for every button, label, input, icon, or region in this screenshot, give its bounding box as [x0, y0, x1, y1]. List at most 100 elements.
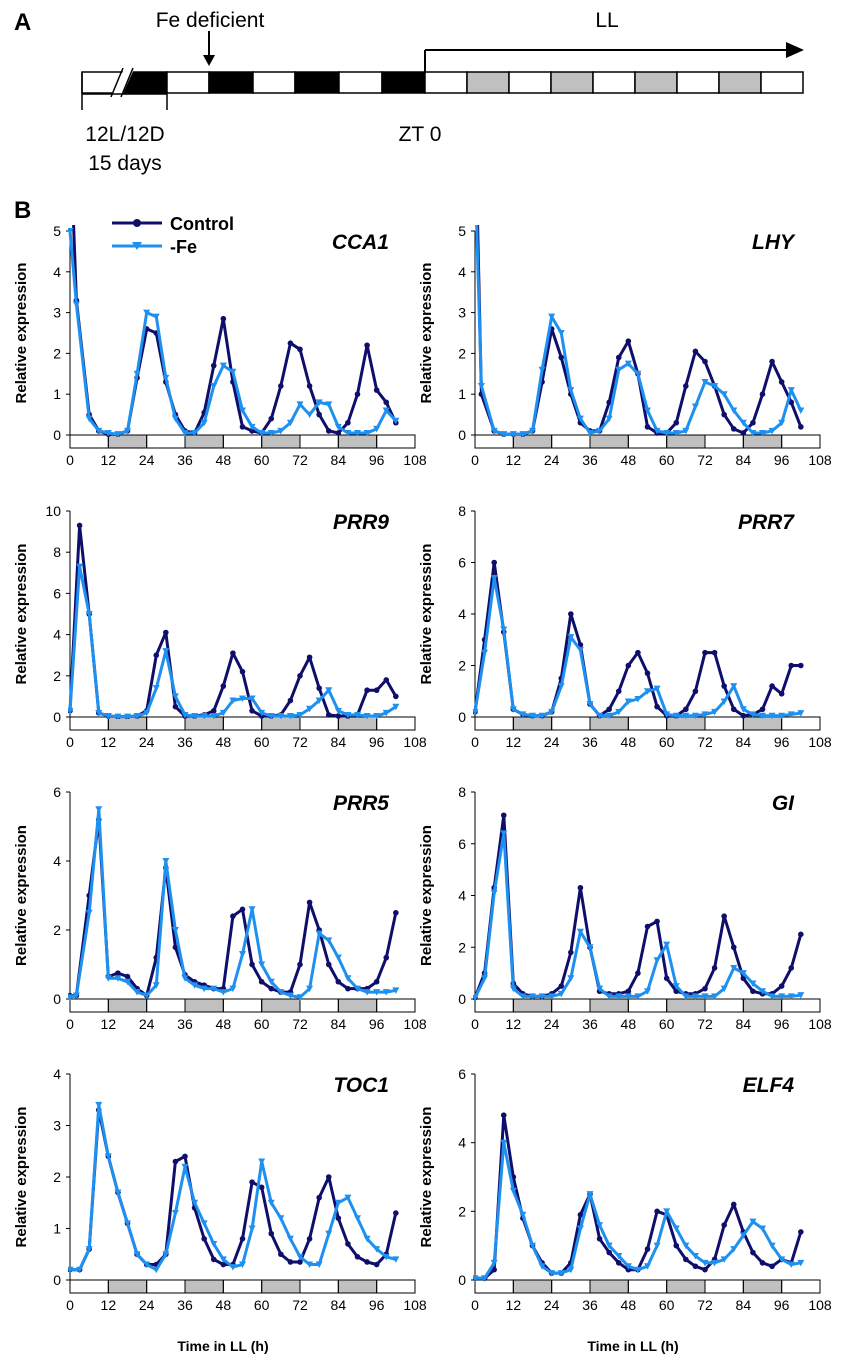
data-point [615, 366, 623, 374]
data-point [787, 1261, 795, 1269]
data-point [297, 346, 303, 353]
x-tick-label: 108 [808, 734, 832, 750]
series-control [476, 225, 804, 437]
data-point [634, 1266, 642, 1274]
data-point [509, 985, 517, 993]
data-point [567, 387, 575, 394]
data-point [605, 712, 613, 719]
data-point [124, 713, 131, 719]
subjective-night-band [589, 998, 629, 1013]
data-point [481, 975, 489, 982]
data-point [345, 419, 351, 426]
series-control [473, 1112, 804, 1282]
data-point [473, 994, 479, 1001]
y-tick-label: 4 [53, 627, 61, 643]
plot-area [68, 225, 400, 437]
data-point [509, 706, 517, 713]
data-point [615, 354, 622, 361]
x-tick-label: 36 [177, 1016, 193, 1032]
series-control [473, 812, 804, 1001]
data-point [682, 1242, 690, 1250]
y-tick-label: 8 [53, 544, 61, 560]
x-tick-label: 36 [582, 1297, 598, 1313]
gene-title-lhy: LHY [752, 231, 796, 254]
data-point [500, 1112, 507, 1118]
x-tick-label: 60 [659, 452, 675, 468]
data-point [635, 970, 641, 976]
data-point [268, 985, 275, 992]
timeline-segment-14 [676, 71, 720, 94]
data-point [153, 652, 160, 658]
data-point [490, 574, 498, 582]
data-point [625, 662, 632, 669]
data-point [133, 712, 141, 719]
data-point [702, 1266, 708, 1273]
data-point [124, 427, 131, 435]
subjective-night-band [666, 1279, 706, 1294]
light-dark-timeline [81, 67, 804, 98]
data-point [296, 401, 304, 408]
x-tick-label: 48 [621, 452, 637, 468]
data-point [133, 370, 141, 378]
data-point [721, 913, 727, 919]
data-point [644, 670, 651, 677]
x-tick-label: 72 [697, 734, 713, 750]
data-point [778, 993, 786, 1000]
data-point [364, 342, 370, 349]
data-point [334, 707, 342, 715]
data-point [171, 1210, 179, 1217]
data-point [334, 954, 342, 962]
data-point [615, 1252, 623, 1260]
data-point [606, 399, 612, 406]
data-point [663, 975, 670, 982]
data-point [382, 989, 390, 996]
data-point [133, 989, 141, 996]
data-point [788, 662, 795, 669]
x-tick-label: 48 [216, 1297, 232, 1313]
subjective-night-band [337, 998, 378, 1013]
y-axis-title: Relative expression [418, 544, 435, 685]
legend-fe-label: -Fe [170, 237, 197, 257]
data-point [277, 1215, 285, 1222]
data-point [152, 685, 160, 692]
plot-area [68, 522, 400, 719]
data-point [798, 931, 804, 938]
data-point [248, 695, 256, 702]
gene-title-toc1: TOC1 [333, 1074, 389, 1097]
data-point [364, 1259, 370, 1265]
data-point [286, 712, 294, 719]
data-point [473, 1275, 479, 1282]
data-point [778, 983, 785, 989]
data-point [335, 1215, 342, 1221]
data-point [296, 1253, 304, 1261]
data-point [653, 685, 661, 693]
y-tick-label: 2 [53, 922, 61, 938]
data-point [181, 711, 189, 719]
data-point [577, 1211, 584, 1218]
data-point [769, 683, 775, 689]
data-point [730, 964, 738, 972]
data-point [383, 399, 390, 406]
data-point [798, 662, 804, 669]
data-point [191, 982, 199, 989]
data-point [104, 975, 112, 982]
data-point [210, 383, 218, 390]
data-point [519, 431, 527, 437]
y-tick-label: 2 [53, 345, 61, 361]
subjective-night-band [337, 1279, 378, 1294]
x-tick-label: 24 [139, 452, 155, 468]
data-point [334, 423, 342, 431]
gene-title-prr9: PRR9 [333, 511, 389, 534]
data-point [472, 167, 479, 174]
legend: Control -Fe [112, 214, 234, 257]
legend-control-label: Control [170, 214, 234, 234]
data-point [229, 985, 237, 993]
x-tick-label: 96 [369, 452, 385, 468]
data-point [490, 1259, 498, 1267]
x-tick-label: 36 [582, 734, 598, 750]
data-point [114, 431, 122, 437]
data-point [683, 1256, 689, 1263]
data-point [325, 1174, 332, 1180]
